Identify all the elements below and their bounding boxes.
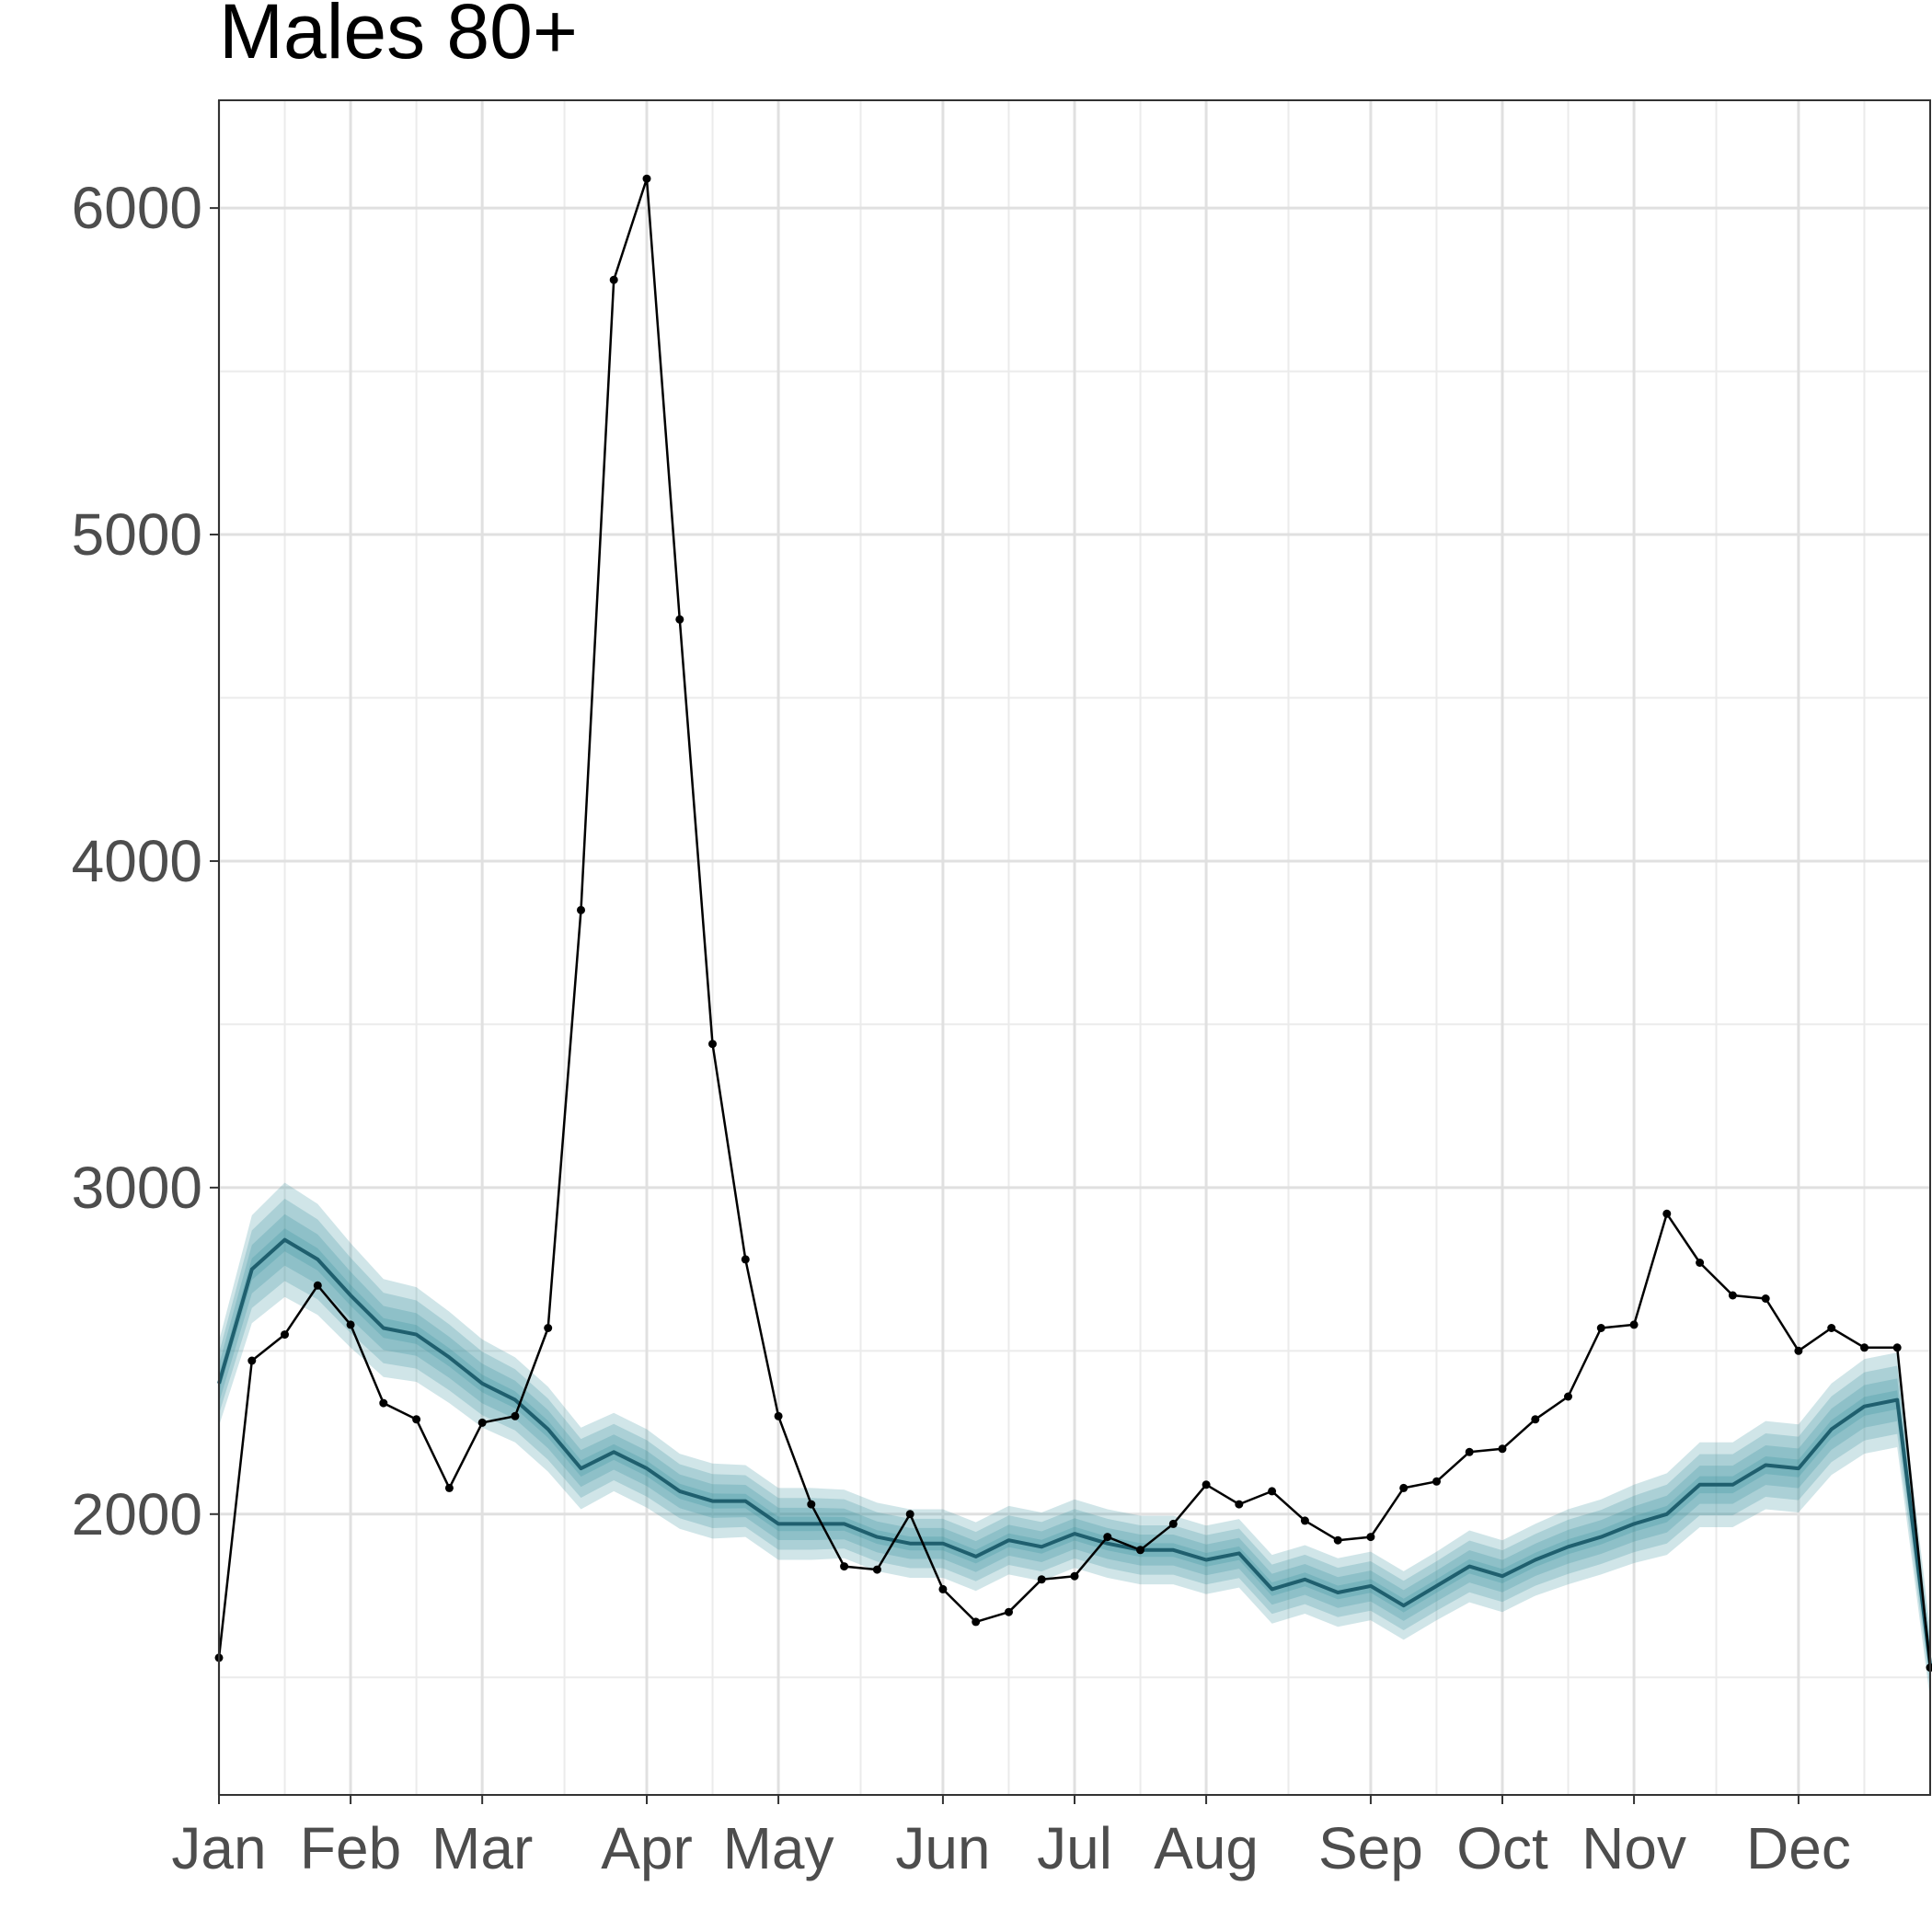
x-tick-label: Mar (431, 1815, 533, 1881)
observed-point (1202, 1480, 1211, 1489)
observed-point (1629, 1320, 1639, 1329)
expected-line (217, 1237, 1932, 1665)
observed-point (1794, 1346, 1803, 1355)
y-tick-label: 6000 (72, 175, 202, 241)
observed-point (346, 1320, 355, 1329)
observed-point (1564, 1392, 1572, 1401)
y-axis-labels: 2000 3000 4000 5000 6000 (72, 175, 202, 1547)
observed-point (1136, 1546, 1144, 1555)
observed-point (1761, 1294, 1770, 1303)
observed-point (741, 1255, 750, 1264)
observed-point (905, 1510, 914, 1519)
y-tick-label: 3000 (72, 1155, 202, 1221)
x-tick-label: Aug (1154, 1815, 1259, 1881)
observed-point (1268, 1487, 1277, 1496)
observed-point (807, 1500, 816, 1509)
observed-point (1498, 1444, 1507, 1454)
observed-point (938, 1584, 948, 1593)
observed-point (708, 1040, 717, 1049)
observed-point (1168, 1519, 1178, 1528)
observed-point (1366, 1533, 1375, 1542)
observed-point (1892, 1343, 1902, 1352)
observed-point (872, 1565, 881, 1574)
axis-ticks (210, 207, 1800, 1804)
observed-point (1070, 1571, 1079, 1581)
prediction-band-1 (219, 1182, 1930, 1701)
x-tick-label: Apr (601, 1815, 693, 1881)
observed-point (281, 1330, 289, 1340)
x-tick-label: Dec (1746, 1815, 1851, 1881)
observed-point (1596, 1324, 1605, 1332)
observed-point (412, 1415, 421, 1424)
observed-point (477, 1418, 487, 1427)
observed-point (774, 1411, 783, 1420)
observed-point (1103, 1533, 1112, 1542)
observed-point (247, 1356, 257, 1365)
observed-point (511, 1411, 520, 1420)
observed-point (1531, 1415, 1540, 1424)
observed-point (840, 1562, 849, 1571)
observed-point (972, 1617, 981, 1627)
observed-point (1399, 1483, 1409, 1492)
observed-point (1662, 1209, 1672, 1218)
y-tick-label: 5000 (72, 501, 202, 568)
x-axis-labels: Jan Feb Mar Apr May Jun Jul Aug Sep Oct Nov Dec (171, 1815, 1850, 1881)
observed-point (675, 615, 684, 624)
observed-point (642, 174, 651, 183)
observed-point (544, 1324, 553, 1332)
observed-point (609, 275, 618, 284)
x-tick-label: Nov (1581, 1815, 1686, 1881)
chart-title: Males 80+ (219, 0, 578, 75)
observed-point (1465, 1447, 1474, 1456)
x-tick-label: Feb (300, 1815, 401, 1881)
observed-point (313, 1281, 322, 1290)
observed-points (214, 174, 1932, 1673)
observed-point (1333, 1535, 1342, 1545)
y-tick-label: 2000 (72, 1481, 202, 1547)
observed-point (1860, 1343, 1869, 1352)
prediction-band-4 (219, 1228, 1930, 1672)
observed-point (1432, 1477, 1441, 1486)
x-tick-label: Jun (895, 1815, 990, 1881)
y-tick-label: 4000 (72, 828, 202, 894)
x-tick-label: May (723, 1815, 834, 1881)
x-tick-label: Jul (1037, 1815, 1112, 1881)
observed-point (577, 905, 585, 914)
observed-point (1696, 1259, 1705, 1267)
observed-point (1728, 1291, 1737, 1300)
prediction-band-2 (219, 1198, 1930, 1691)
prediction-band-3 (219, 1213, 1930, 1681)
observed-point (379, 1398, 388, 1408)
x-tick-label: Oct (1456, 1815, 1548, 1881)
observed-point (444, 1483, 454, 1492)
prediction-bands (219, 1182, 1930, 1701)
observed-point (1827, 1324, 1836, 1332)
x-tick-label: Sep (1318, 1815, 1423, 1881)
observed-point (1005, 1607, 1013, 1616)
x-tick-label: Jan (171, 1815, 266, 1881)
observed-point (1235, 1500, 1244, 1509)
observed-point (1300, 1516, 1309, 1525)
observed-point (1037, 1575, 1046, 1584)
